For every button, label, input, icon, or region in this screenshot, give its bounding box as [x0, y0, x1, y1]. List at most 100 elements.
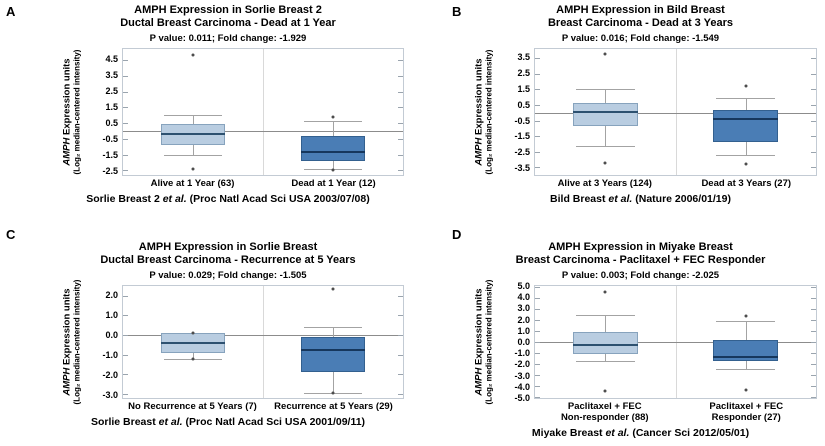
- x-tick-label-group1: Alive at 1 Year (63): [122, 178, 263, 189]
- caption-et-al: et al.: [158, 416, 183, 428]
- axis-tick-mark: [811, 120, 816, 122]
- chart-row-b: AMPH Expression units (Log₂ median-center…: [464, 48, 817, 176]
- axis-tick-mark: [535, 120, 540, 122]
- axis-tick-mark: [398, 138, 403, 140]
- chart-title-line2: Breast Carcinoma - Paclitaxel + FEC Resp…: [515, 254, 766, 266]
- y-axis-label-main: AMPH Expression units: [474, 50, 485, 175]
- axis-tick-mark: [398, 394, 403, 396]
- median-line: [713, 355, 779, 358]
- chart-title-line1: AMPH Expression in Sorlie Breast: [138, 241, 318, 253]
- box-light: [572, 102, 638, 126]
- x-tick-label-group1: Alive at 3 Years (124): [534, 178, 676, 189]
- axis-tick-mark: [811, 151, 816, 153]
- y-tick-label: -2.5: [102, 166, 118, 177]
- y-axis-label-inner: AMPH Expression units (Log₂ median-center…: [474, 50, 495, 175]
- y-axis-label-inner: AMPH Expression units (Log₂ median-center…: [62, 280, 83, 405]
- median-line: [160, 133, 226, 136]
- whisker-cap: [716, 154, 776, 156]
- axis-tick-mark: [123, 107, 128, 109]
- caption-et-al: et al.: [608, 193, 633, 205]
- axis-tick-mark: [811, 331, 816, 333]
- axis-tick-mark: [123, 315, 128, 317]
- axis-tick-mark: [123, 295, 128, 297]
- y-tick-label: 1.5: [105, 102, 118, 113]
- axis-tick-mark: [535, 105, 540, 106]
- outlier-dot: [744, 84, 748, 88]
- outlier-dot: [331, 115, 335, 119]
- chart-title-line2: Breast Carcinoma - Dead at 3 Years: [547, 17, 734, 29]
- y-axis-label-main: AMPH Expression units: [62, 280, 73, 405]
- axis-tick-mark: [535, 331, 540, 333]
- caption-et-al: et al.: [162, 193, 187, 205]
- whisker-cap: [303, 120, 363, 122]
- zero-reference-line: [535, 342, 816, 343]
- x-tick-label-line: Alive at 3 Years (124): [557, 178, 652, 189]
- y-tick-label: -2.5: [514, 147, 530, 158]
- whisker-cap: [575, 146, 635, 148]
- y-tick-label: -1.0: [102, 350, 118, 360]
- x-tick-label-group1: No Recurrence at 5 Years (7): [122, 401, 263, 412]
- axis-tick-mark: [535, 385, 540, 387]
- y-axis-label-units: Expression units: [61, 58, 73, 138]
- axis-tick-mark: [811, 287, 816, 289]
- y-tick-label: 3.0: [517, 303, 530, 314]
- y-tick-label: 0.0: [517, 337, 530, 347]
- y-axis-label-sub: (Log₂ median-centered intensity): [72, 49, 82, 175]
- axis-tick-mark: [123, 394, 128, 396]
- whisker-cap: [716, 368, 776, 370]
- y-tick-label: 4.0: [517, 292, 530, 303]
- y-tick-label: 1.0: [105, 310, 118, 320]
- axis-tick-mark: [811, 58, 816, 60]
- y-axis-label-b: AMPH Expression units (Log₂ median-center…: [464, 48, 504, 176]
- axis-tick-mark: [811, 374, 816, 376]
- axis-tick-mark: [535, 73, 540, 75]
- axis-tick-mark: [398, 91, 403, 93]
- x-tick-label-group1: Paclitaxel + FEC Non-responder (88): [534, 401, 676, 423]
- y-tick-label: 0.5: [517, 99, 530, 110]
- chart-row-a: AMPH Expression units (Log₂ median-center…: [52, 48, 404, 176]
- plot-area-a: [122, 48, 404, 176]
- caption-study: Sorlie Breast: [90, 416, 159, 428]
- box-dark: [713, 110, 779, 142]
- y-tick-label: -3.0: [102, 390, 118, 400]
- y-tick-label: 0.0: [105, 330, 118, 340]
- chart-title-line1: AMPH Expression in Bild Breast: [556, 4, 725, 16]
- axis-tick-mark: [398, 60, 403, 62]
- caption-source: (Proc Natl Acad Sci USA 2003/07/08): [186, 193, 370, 205]
- chart-row-d: AMPH Expression units (Log₂ median-center…: [464, 280, 817, 404]
- plot-area-b: [534, 48, 817, 176]
- box-dark: [713, 339, 779, 361]
- group-divider: [263, 286, 264, 398]
- x-tick-label-line: Recurrence at 5 Years (29): [274, 401, 393, 412]
- axis-tick-mark: [535, 374, 540, 376]
- y-tick-label: -3.5: [514, 163, 530, 174]
- y-tick-label: -2.0: [514, 359, 530, 370]
- outlier-dot: [603, 52, 607, 56]
- dataset-caption-d: Miyake Breast et al. (Cancer Sci 2012/05…: [464, 427, 817, 439]
- axis-tick-mark: [398, 123, 403, 125]
- y-axis-label-sub: (Log₂ median-centered intensity): [484, 49, 494, 175]
- box-light: [572, 331, 638, 354]
- chart-title-line2: Ductal Breast Carcinoma - Dead at 1 Year: [120, 17, 336, 29]
- axis-tick-mark: [123, 138, 128, 140]
- zero-reference-line: [535, 112, 816, 114]
- dataset-caption-a: Sorlie Breast 2 et al. (Proc Natl Acad S…: [52, 193, 404, 205]
- panel-content-b: AMPH Expression in Bild Breast Breast Car…: [464, 4, 817, 205]
- y-tick-label: 5.0: [517, 281, 530, 292]
- plot-area-c: [122, 285, 404, 399]
- axis-tick-mark: [535, 396, 540, 398]
- y-axis-label-a: AMPH Expression units (Log₂ median-center…: [52, 48, 92, 176]
- axis-tick-mark: [123, 91, 128, 93]
- axis-tick-mark: [811, 309, 816, 311]
- y-tick-label: 1.0: [517, 325, 530, 336]
- outlier-dot: [191, 357, 195, 361]
- panel-d: D AMPH Expression in Miyake Breast Breast …: [412, 223, 825, 446]
- x-tick-label-group2: Paclitaxel + FEC Responder (27): [676, 401, 818, 423]
- y-tick-label: -1.5: [102, 150, 118, 161]
- gene-name: AMPH: [61, 367, 73, 396]
- gene-name: AMPH: [473, 137, 485, 166]
- whisker-cap: [163, 155, 223, 157]
- axis-tick-mark: [123, 335, 128, 337]
- stats-line-d: P value: 0.003; Fold change: -2.025: [561, 270, 720, 281]
- y-axis-label-main: AMPH Expression units: [474, 280, 485, 405]
